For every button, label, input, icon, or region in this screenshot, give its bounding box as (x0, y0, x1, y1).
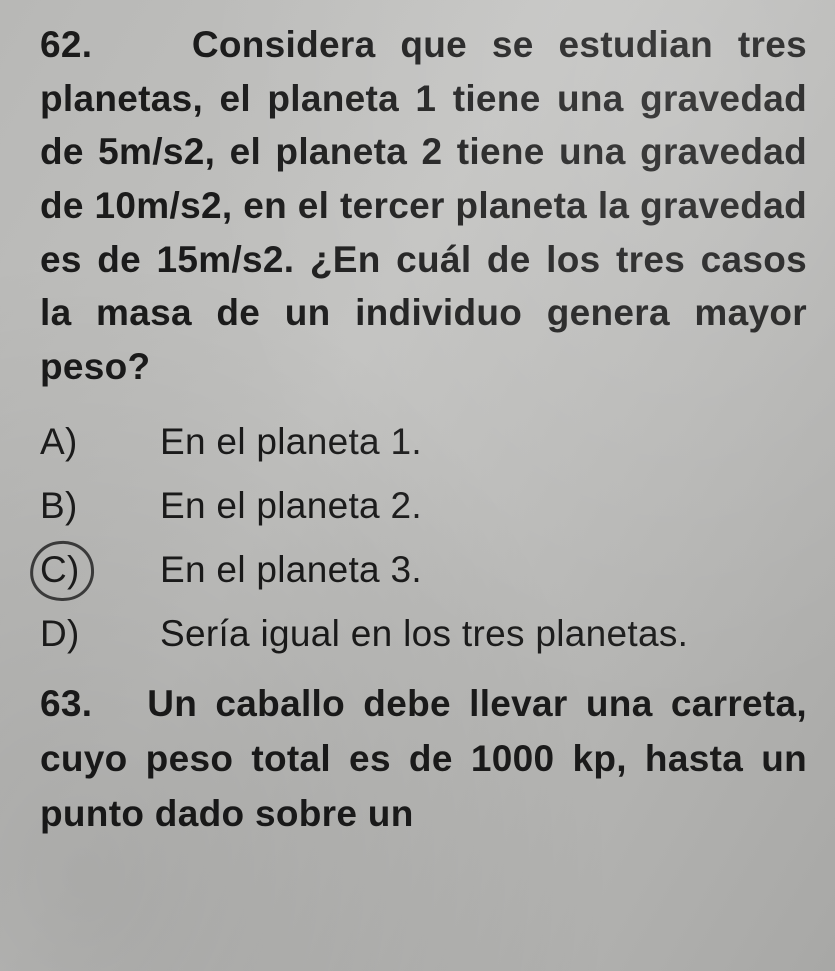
option-c: C) En el planeta 3. (40, 549, 807, 591)
option-b-letter: B) (40, 485, 78, 527)
option-a: A) En el planeta 1. (40, 421, 807, 463)
question-63: 63. Un caballo debe llevar una carreta, … (40, 677, 807, 841)
question-62-options: A) En el planeta 1. B) En el planeta 2. … (40, 421, 807, 655)
question-63-text: Un caballo debe llevar una carreta, cuyo… (40, 683, 807, 834)
option-c-text: En el planeta 3. (160, 549, 422, 591)
option-b: B) En el planeta 2. (40, 485, 807, 527)
question-62-text: Considera que se estudian tres planetas,… (40, 24, 807, 387)
option-c-letter: C) (40, 549, 80, 591)
option-a-letter: A) (40, 421, 78, 463)
option-d-letter-wrap: D) (40, 613, 160, 655)
option-c-letter-wrap: C) (40, 549, 160, 591)
option-d-letter: D) (40, 613, 80, 655)
question-62-number: 62. (40, 24, 92, 65)
option-d: D) Sería igual en los tres planetas. (40, 613, 807, 655)
option-d-text: Sería igual en los tres planetas. (160, 613, 688, 655)
option-b-text: En el planeta 2. (160, 485, 422, 527)
option-a-letter-wrap: A) (40, 421, 160, 463)
option-a-text: En el planeta 1. (160, 421, 422, 463)
option-b-letter-wrap: B) (40, 485, 160, 527)
scanned-page: 62. Considera que se estudian tres plane… (0, 0, 835, 971)
question-63-number: 63. (40, 683, 92, 724)
question-62: 62. Considera que se estudian tres plane… (40, 18, 807, 393)
